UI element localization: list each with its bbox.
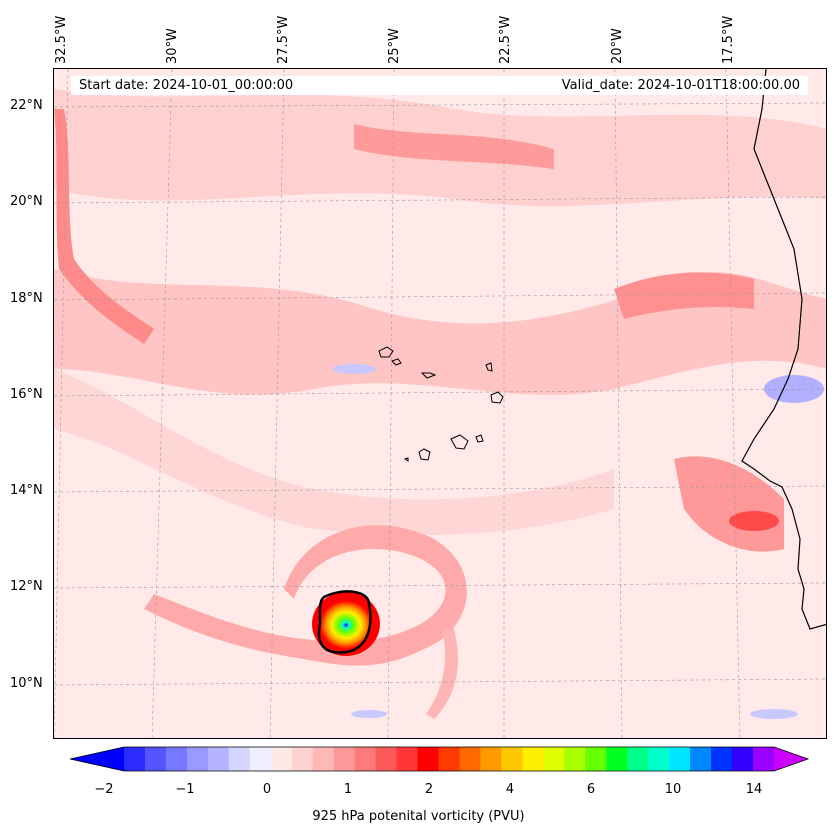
lat-label-22n: 22°N: [10, 98, 43, 113]
lat-label-10n: 10°N: [10, 676, 43, 691]
colorbar-swatch: [690, 747, 712, 771]
pv-strip-north: [354, 124, 554, 169]
pv-max-coast: [729, 511, 779, 531]
colorbar-swatch: [207, 747, 230, 771]
colorbar-swatch: [732, 747, 754, 771]
cb-tick-2: 2: [424, 782, 434, 797]
cb-tick-4: 4: [505, 782, 515, 797]
colorbar-swatch: [585, 747, 607, 771]
colorbar-swatch: [186, 747, 209, 771]
cape-verde-islands: [378, 346, 504, 462]
pv-vortex-core: [320, 601, 372, 649]
colorbar-swatch: [249, 747, 272, 771]
pv-neg-east: [764, 375, 824, 403]
pv-tail-band: [426, 629, 458, 719]
colorbar-extend-max: [774, 747, 808, 771]
colorbar-swatch: [543, 747, 565, 771]
start-date-label: Start date: 2024-10-01_00:00:00: [79, 78, 294, 93]
lon-label-22-5w: 22.5°W: [498, 15, 513, 64]
pv-patch-east: [614, 272, 754, 319]
pv-field-svg: [54, 69, 826, 738]
cb-tick-6: 6: [586, 782, 596, 797]
lon-label-17-5w: 17.5°W: [721, 15, 736, 64]
cb-tick-14: 14: [745, 782, 763, 797]
pv-band-arc: [54, 369, 614, 535]
colorbar-swatch: [522, 747, 544, 771]
lon-label-27-5w: 27.5°W: [276, 15, 291, 64]
lon-label-25w: 25°W: [387, 28, 402, 64]
colorbar-swatch: [417, 747, 440, 771]
colorbar-swatch: [606, 747, 628, 771]
lon-label-30w: 30°W: [165, 28, 180, 64]
colorbar-swatch: [627, 747, 649, 771]
colorbar-swatch: [228, 747, 251, 771]
colorbar-label: 925 hPa potenital vorticity (PVU): [312, 809, 525, 824]
colorbar-swatch: [354, 747, 377, 771]
colorbar-swatch: [165, 747, 188, 771]
lat-label-18n: 18°N: [10, 291, 43, 306]
lat-label-12n: 12°N: [10, 579, 43, 594]
colorbar-swatch: [648, 747, 670, 771]
colorbar-swatch: [753, 747, 775, 771]
colorbar-outline: [70, 746, 810, 772]
colorbar-swatch: [501, 747, 523, 771]
colorbar-swatch: [291, 747, 314, 771]
colorbar-swatch: [438, 747, 460, 771]
colorbar-swatch: [480, 747, 502, 771]
colorbar-extend-min: [70, 747, 124, 771]
pv-spiral-band: [144, 525, 467, 666]
cb-tick-10: 10: [664, 782, 682, 797]
colorbar-swatch: [564, 747, 586, 771]
colorbar-swatch: [333, 747, 356, 771]
colorbar-swatch: [711, 747, 733, 771]
lon-label-32-5w: 32.5°W: [54, 15, 69, 64]
lat-label-20n: 20°N: [10, 194, 43, 209]
colorbar-swatch: [375, 747, 398, 771]
colorbar: [70, 746, 810, 772]
cb-tick-neg2: −2: [94, 782, 114, 797]
cb-tick-1: 1: [343, 782, 353, 797]
colorbar-swatch: [124, 747, 146, 771]
graticule: [54, 69, 826, 738]
cb-tick-neg1: −1: [175, 782, 195, 797]
colorbar-swatch: [459, 747, 481, 771]
colorbar-swatch: [312, 747, 335, 771]
colorbar-swatch: [144, 747, 167, 771]
colorbar-swatch: [669, 747, 691, 771]
lat-label-14n: 14°N: [10, 483, 43, 498]
pv-neg-mid: [332, 364, 376, 374]
lat-label-16n: 16°N: [10, 387, 43, 402]
header-bar: [71, 76, 808, 95]
pv-map-panel: [53, 68, 827, 739]
pv-neg-south: [351, 710, 387, 718]
valid-date-label: Valid_date: 2024-10-01T18:00:00.00: [561, 78, 800, 93]
lon-label-20w: 20°W: [610, 28, 625, 64]
colorbar-swatch: [270, 747, 293, 771]
pv-neg-se: [750, 709, 798, 719]
pv-strip-northwest: [54, 109, 154, 344]
colorbar-swatch: [396, 747, 419, 771]
pv-vortex-contour: [317, 590, 372, 654]
cb-tick-0: 0: [262, 782, 272, 797]
africa-coastline: [741, 69, 826, 630]
